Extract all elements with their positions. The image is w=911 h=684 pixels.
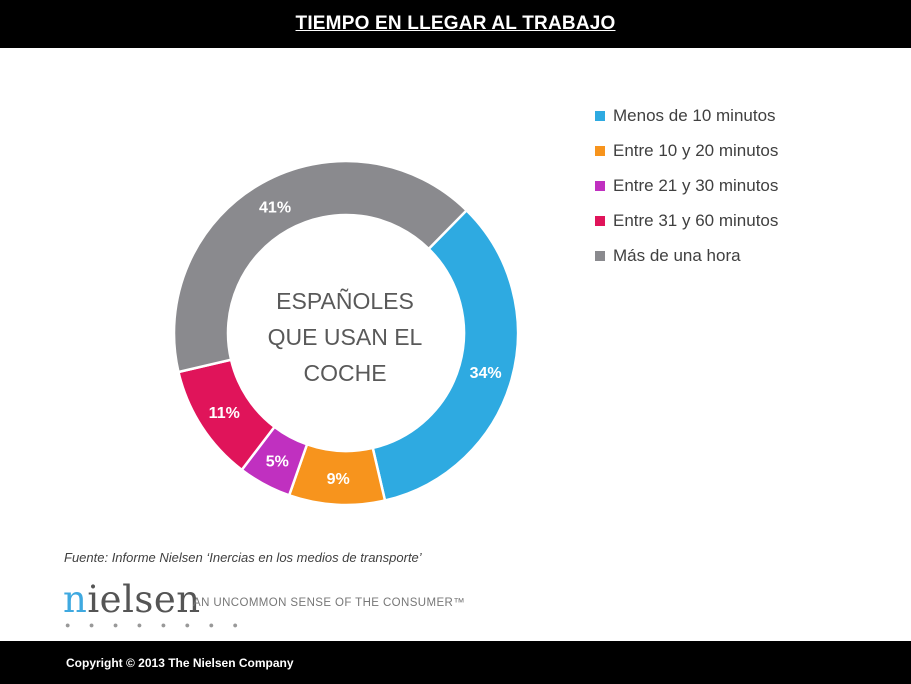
legend-item-1: Menos de 10 minutos — [595, 98, 778, 133]
chart-title: TIEMPO EN LLEGAR AL TRABAJO — [295, 13, 616, 34]
slice-label-5: 41% — [259, 200, 291, 217]
brand-tagline: AN UNCOMMON SENSE OF THE CONSUMER™ — [193, 597, 466, 609]
source-note: Fuente: Informe Nielsen ‘Inercias en los… — [64, 550, 422, 565]
legend-label: Entre 31 y 60 minutos — [613, 210, 779, 230]
slice-label-2: 9% — [327, 471, 350, 488]
legend-item-4: Entre 31 y 60 minutos — [595, 203, 778, 238]
legend-swatch — [595, 180, 605, 191]
legend-swatch — [595, 215, 605, 226]
slice-label-4: 11% — [209, 405, 240, 422]
logo-wordmark: nielsen — [63, 578, 201, 621]
legend-swatch — [595, 145, 605, 156]
donut-center-label: ESPAÑOLES QUE USAN EL COCHE — [245, 283, 445, 391]
legend-label: Entre 10 y 20 minutos — [613, 140, 779, 160]
legend-item-2: Entre 10 y 20 minutos — [595, 133, 778, 168]
donut-slice-1 — [371, 208, 520, 503]
center-label-line-2: QUE USAN EL — [267, 324, 423, 350]
center-label-line-1: ESPAÑOLES — [276, 288, 414, 314]
legend-label: Más de una hora — [613, 245, 741, 265]
legend-label: Menos de 10 minutos — [613, 105, 776, 125]
slice-label-1: 34% — [470, 365, 502, 382]
copyright-text: Copyright © 2013 The Nielsen Company — [66, 656, 294, 670]
center-label-line-3: COCHE — [303, 360, 387, 386]
footer-bar: Copyright © 2013 The Nielsen Company — [0, 641, 911, 684]
slice-label-3: 5% — [266, 454, 289, 471]
legend-label: Entre 21 y 30 minutos — [613, 175, 779, 195]
legend-swatch — [595, 110, 605, 121]
header-bar: TIEMPO EN LLEGAR AL TRABAJO — [0, 0, 911, 48]
nielsen-logo: nielsen ● ● ● ● ● ● ● ● — [63, 578, 238, 630]
donut-slice-5 — [172, 159, 469, 374]
legend-swatch — [595, 250, 605, 261]
legend-item-5: Más de una hora — [595, 238, 778, 273]
legend-item-3: Entre 21 y 30 minutos — [595, 168, 778, 203]
logo-dots: ● ● ● ● ● ● ● ● — [65, 620, 246, 630]
chart-legend: Menos de 10 minutos Entre 10 y 20 minutos… — [595, 98, 778, 273]
